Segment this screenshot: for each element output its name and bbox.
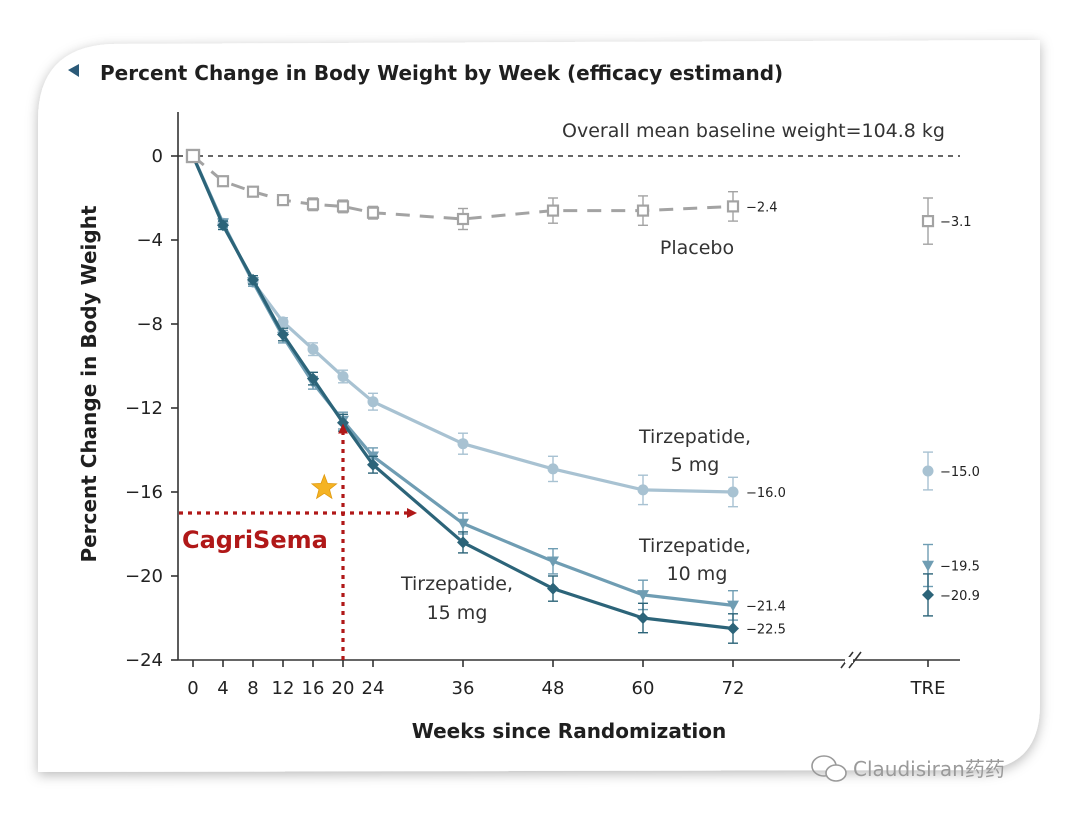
tre-marker-tirz15 <box>922 588 934 601</box>
y-tick-label: −16 <box>125 482 163 503</box>
series-layer: −2.4 Placebo −16.0 Tirzepatide, 5 mg −21.4 Tir… <box>185 148 786 644</box>
data-point-placebo <box>546 204 560 217</box>
series-tirz15: −22.5 Tirzepatide, 15 mg <box>185 148 786 644</box>
data-point-tirz5 <box>457 438 469 450</box>
end-label-tirz15: −22.5 <box>746 623 786 638</box>
cagrisema-annotation: CagriSema <box>179 423 417 660</box>
tre-point-tirz15: −20.9 <box>922 573 980 617</box>
data-point-tirz15 <box>185 148 201 164</box>
data-point-placebo <box>726 200 740 213</box>
x-tick-label: 0 <box>187 678 198 699</box>
series-label-tirz15: 15 mg <box>427 602 488 624</box>
axis-break-gap <box>845 657 853 663</box>
series-label-tirz15: Tirzepatide, <box>400 573 513 595</box>
tre-marker-tirz10 <box>922 560 934 572</box>
x-tick-label: 8 <box>247 678 258 699</box>
tre-marker-placebo <box>921 215 935 228</box>
tre-layer: −3.1 −15.0 −19.5 −20.9 <box>921 197 980 617</box>
data-point-placebo <box>336 200 350 213</box>
data-point-tirz5 <box>367 396 379 408</box>
data-point-tirz15 <box>637 612 649 624</box>
tre-marker-tirz5 <box>922 465 934 477</box>
data-point-tirz5 <box>337 371 349 382</box>
watermark-text: Claudisiran药药 <box>853 757 1005 781</box>
data-point-placebo <box>306 198 320 211</box>
y-tick-label: 0 <box>152 146 163 167</box>
tre-point-tirz5: −15.0 <box>922 451 980 491</box>
data-point-placebo <box>456 212 470 226</box>
data-point-tirz5 <box>307 343 319 355</box>
x-tick-label: 16 <box>302 678 325 699</box>
tre-label-tirz10: −19.5 <box>940 560 980 575</box>
data-point-tirz10 <box>547 556 559 568</box>
data-point-tirz15 <box>247 273 259 286</box>
axis-break-mark-right <box>848 651 862 669</box>
end-label-tirz10: −21.4 <box>746 599 786 614</box>
baseline-note: Overall mean baseline weight=104.8 kg <box>562 120 945 142</box>
end-label-tirz5: −16.0 <box>746 486 786 501</box>
series-label-tirz10: Tirzepatide, <box>638 535 751 557</box>
x-tick-label: 48 <box>542 678 565 699</box>
data-point-tirz15 <box>277 328 289 341</box>
data-point-tirz15 <box>367 458 379 471</box>
x-axis-title: Weeks since Randomization <box>412 719 726 743</box>
data-point-placebo <box>246 185 260 198</box>
data-point-tirz5 <box>637 484 649 496</box>
data-point-tirz15 <box>727 622 739 635</box>
x-tick-label: 72 <box>722 678 745 699</box>
y-tick-label: −24 <box>125 650 163 671</box>
data-point-tirz10 <box>637 590 649 601</box>
tre-label-tirz15: −20.9 <box>940 589 980 604</box>
series-label-tirz5: 5 mg <box>671 454 720 476</box>
data-point-tirz15 <box>307 372 319 385</box>
cagrisema-label: CagriSema <box>182 526 328 554</box>
y-ticks: 0 −4 −8 −12 −16 −20 −24 <box>125 146 178 671</box>
series-label-tirz10: 10 mg <box>667 563 728 585</box>
tre-point-placebo: −3.1 <box>921 197 972 245</box>
y-tick-label: −20 <box>125 566 163 587</box>
title-bullet-icon <box>68 64 79 77</box>
wechat-icon <box>811 755 847 782</box>
data-point-tirz10 <box>457 518 469 530</box>
tre-label-placebo: −3.1 <box>940 215 972 230</box>
x-tick-label: 24 <box>362 678 385 699</box>
y-axis-title: Percent Change in Body Weight <box>77 205 101 562</box>
x-tick-label: 60 <box>632 678 655 699</box>
x-tick-label: 4 <box>217 678 228 699</box>
x-tick-label: 12 <box>272 678 295 699</box>
data-point-placebo <box>636 204 650 217</box>
data-point-placebo <box>276 194 290 207</box>
data-point-tirz5 <box>277 316 289 328</box>
figure-frame <box>38 40 1040 772</box>
data-point-tirz5 <box>547 463 559 475</box>
series-label-tirz5: Tirzepatide, <box>638 426 751 448</box>
y-tick-label: −8 <box>136 314 163 335</box>
star-icon <box>310 473 338 500</box>
y-tick-label: −4 <box>136 230 163 251</box>
series-line-placebo <box>192 154 734 221</box>
data-point-tirz15 <box>547 582 559 595</box>
data-point-tirz15 <box>457 536 469 549</box>
data-point-placebo <box>366 206 380 219</box>
tre-label-tirz5: −15.0 <box>940 465 980 480</box>
series-label-placebo: Placebo <box>660 237 734 259</box>
x-tick-label-tre: TRE <box>910 678 946 699</box>
end-label-placebo: −2.4 <box>746 200 778 215</box>
chart-title: Percent Change in Body Weight by Week (e… <box>100 61 783 85</box>
data-point-tirz5 <box>727 486 739 498</box>
x-tick-label: 36 <box>452 678 475 699</box>
x-tick-label: 20 <box>332 678 355 699</box>
data-point-placebo <box>216 175 230 188</box>
data-point-tirz15 <box>217 219 229 232</box>
data-point-tirz10 <box>727 600 739 612</box>
y-tick-label: −12 <box>125 398 163 419</box>
x-ticks: 0 4 8 12 16 20 24 36 48 60 72 TRE <box>187 660 945 699</box>
